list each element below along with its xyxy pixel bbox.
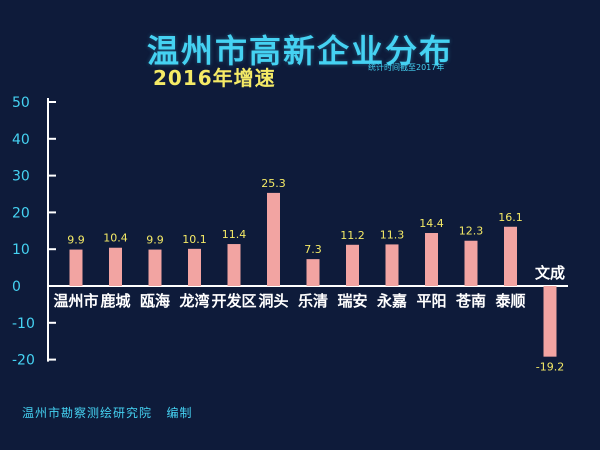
value-label: -19.2 <box>536 361 564 374</box>
category-label: 文成 <box>535 264 565 282</box>
category-label: 温州市 <box>53 292 98 310</box>
bar-文成 <box>543 286 557 357</box>
y-tick-label: 40 <box>12 132 30 148</box>
category-label: 鹿城 <box>100 292 130 310</box>
bar-苍南 <box>464 240 478 286</box>
y-tick-label: 20 <box>12 205 30 221</box>
bar-瑞安 <box>346 244 359 286</box>
category-label: 洞头 <box>258 292 288 310</box>
bar-开发区 <box>227 244 241 286</box>
category-label: 苍南 <box>455 292 486 310</box>
category-label: 永嘉 <box>376 292 407 310</box>
value-label: 9.9 <box>146 234 164 247</box>
value-label: 11.3 <box>380 228 405 241</box>
value-label: 14.4 <box>419 217 444 230</box>
chart-title: 温州市高新企业分布 <box>146 32 453 70</box>
bar-平阳 <box>425 233 438 286</box>
category-label: 平阳 <box>416 292 446 310</box>
bar-泰顺 <box>504 226 517 286</box>
value-label: 7.3 <box>304 243 322 256</box>
bar-龙湾 <box>188 248 201 286</box>
value-label: 9.9 <box>67 234 85 247</box>
statistics-note: 统计时间截至2017年 <box>368 63 445 72</box>
bar-永嘉 <box>385 244 399 286</box>
footer-credit: 温州市勘察测绘研究院 编制 <box>22 406 193 420</box>
y-tick-label: -10 <box>12 316 35 332</box>
value-label: 10.1 <box>182 233 207 246</box>
bar-乐清 <box>306 259 320 286</box>
y-tick-label: 30 <box>12 169 30 185</box>
category-label: 瑞安 <box>337 292 367 310</box>
y-tick-label: 0 <box>12 279 21 295</box>
value-label: 16.1 <box>498 211 523 224</box>
bar-鹿城 <box>109 247 122 286</box>
value-label: 11.4 <box>222 228 247 241</box>
y-tick-label: 10 <box>12 242 30 258</box>
category-label: 乐清 <box>298 292 328 310</box>
y-tick-label: 50 <box>12 95 30 111</box>
bar-温州市 <box>69 249 83 286</box>
category-label: 龙湾 <box>178 292 209 310</box>
y-tick-label: -20 <box>12 353 35 369</box>
category-label: 瓯海 <box>140 292 170 310</box>
chart-subtitle: 2016年增速 <box>153 66 276 90</box>
value-label: 11.2 <box>340 229 365 242</box>
value-label: 10.4 <box>103 232 128 245</box>
bar-洞头 <box>267 192 280 286</box>
bar-瓯海 <box>148 249 162 286</box>
value-label: 25.3 <box>261 177 286 190</box>
category-label: 开发区 <box>211 292 256 310</box>
value-label: 12.3 <box>459 225 484 238</box>
category-label: 泰顺 <box>494 292 525 310</box>
